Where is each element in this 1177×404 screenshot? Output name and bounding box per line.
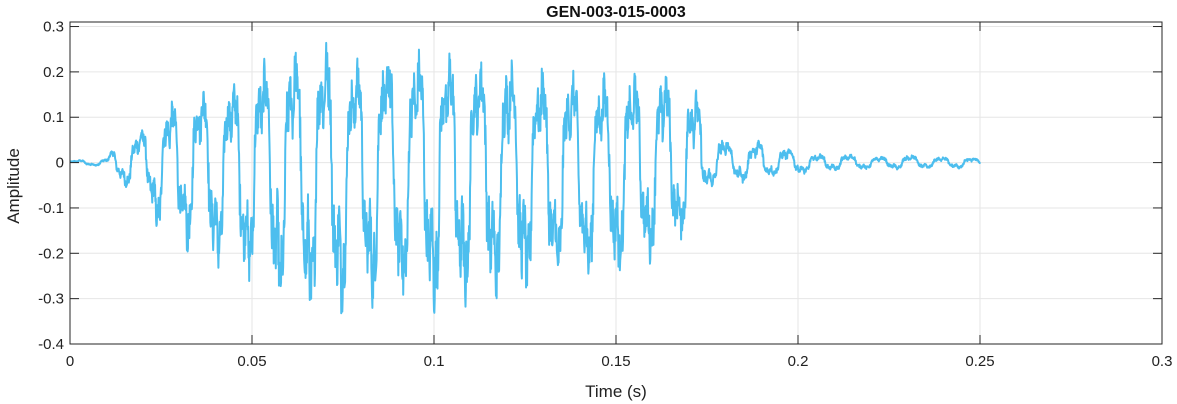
x-tick-label: 0 xyxy=(66,353,74,370)
y-tick-label: 0 xyxy=(56,155,64,172)
x-tick-labels: 0 0.05 0.1 0.15 0.2 0.25 0.3 xyxy=(66,353,1173,370)
y-tick-label: 0.3 xyxy=(43,19,64,36)
y-tick-label: 0.2 xyxy=(43,64,64,81)
x-tick-label: 0.1 xyxy=(424,353,445,370)
x-tick-label: 0.2 xyxy=(788,353,809,370)
series-layer xyxy=(69,41,981,315)
y-axis-label: Amplitude xyxy=(4,148,23,224)
x-tick-label: 0.05 xyxy=(237,353,266,370)
x-tick-label: 0.15 xyxy=(601,353,630,370)
series-line xyxy=(69,41,981,315)
chart-title: GEN-003-015-0003 xyxy=(546,4,686,21)
x-axis-label: Time (s) xyxy=(585,382,647,401)
y-tick-label: -0.1 xyxy=(38,200,64,217)
tick-layer xyxy=(69,22,1163,345)
x-tick-label: 0.3 xyxy=(1152,353,1173,370)
y-tick-label: -0.3 xyxy=(38,291,64,308)
y-tick-label: -0.2 xyxy=(38,245,64,262)
x-tick-label: 0.25 xyxy=(965,353,994,370)
y-tick-label: 0.1 xyxy=(43,109,64,126)
y-tick-label: -0.4 xyxy=(38,336,64,353)
y-tick-labels: 0.3 0.2 0.1 0 -0.1 -0.2 -0.3 -0.4 xyxy=(38,19,64,353)
